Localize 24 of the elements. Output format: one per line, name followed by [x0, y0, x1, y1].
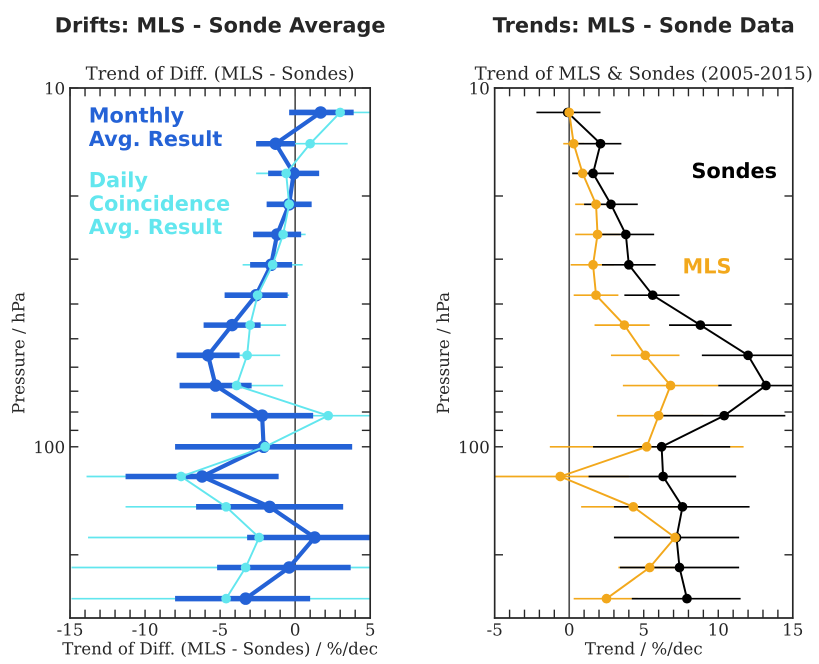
x-tick-label: 0: [565, 623, 574, 636]
y-tick-label: 100: [35, 440, 64, 454]
x-tick-label: -15: [57, 623, 82, 636]
y-axis-title: Pressure / hPa: [436, 292, 451, 414]
text: Monthly Avg. Result: [88, 106, 222, 151]
y-axis-title: Pressure / hPa: [12, 292, 26, 414]
x-tick-label: -5: [212, 623, 227, 636]
x-tick-label: 5: [640, 623, 648, 636]
x-tick-label: -10: [132, 623, 158, 636]
x-tick-label: -5: [487, 623, 502, 636]
chart-subtitle: Trend of MLS & Sondes (2005-2015): [474, 66, 812, 82]
x-axis-title: Trend of Diff. (MLS - Sondes) / %/dec: [62, 642, 378, 658]
text: MLS: [684, 258, 730, 274]
y-tick-label: 100: [460, 440, 489, 454]
text: Daily Coincidence Avg. Result: [88, 171, 230, 239]
chart-title: Drifts: MLS - Sonde Average: [56, 16, 384, 37]
x-tick-label: 10: [710, 623, 728, 636]
chart-title: Trends: MLS - Sonde Data: [492, 16, 794, 33]
x-tick-label: 15: [784, 623, 802, 636]
x-axis-title: Trend / %/dec: [584, 642, 702, 656]
x-tick-label: 5: [366, 623, 374, 636]
x-tick-label: 0: [290, 623, 300, 636]
text: Sondes: [692, 162, 776, 178]
chart-subtitle: Trend of Diff. (MLS - Sondes): [86, 66, 354, 82]
